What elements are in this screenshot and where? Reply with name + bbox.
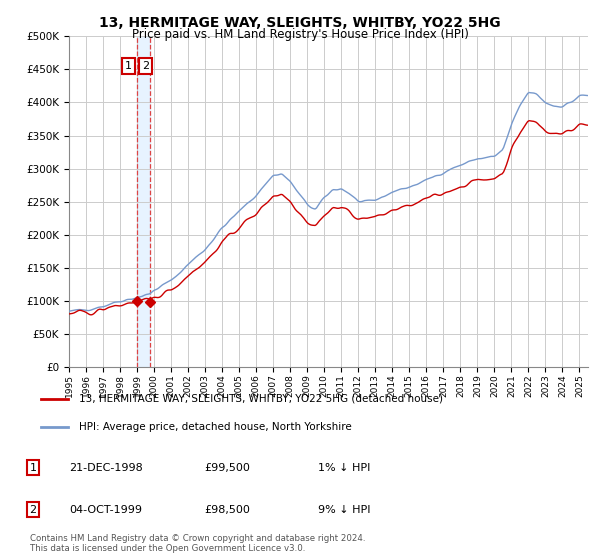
- Text: 1% ↓ HPI: 1% ↓ HPI: [318, 463, 370, 473]
- Text: Price paid vs. HM Land Registry's House Price Index (HPI): Price paid vs. HM Land Registry's House …: [131, 28, 469, 41]
- Text: 1: 1: [125, 61, 132, 71]
- Text: 9% ↓ HPI: 9% ↓ HPI: [318, 505, 371, 515]
- Text: 13, HERMITAGE WAY, SLEIGHTS, WHITBY, YO22 5HG: 13, HERMITAGE WAY, SLEIGHTS, WHITBY, YO2…: [99, 16, 501, 30]
- Text: £99,500: £99,500: [204, 463, 250, 473]
- Bar: [137, 36, 150, 367]
- Text: 2: 2: [29, 505, 37, 515]
- Text: 04-OCT-1999: 04-OCT-1999: [69, 505, 142, 515]
- Text: 2: 2: [142, 61, 149, 71]
- Text: Contains HM Land Registry data © Crown copyright and database right 2024.
This d: Contains HM Land Registry data © Crown c…: [30, 534, 365, 553]
- Text: HPI: Average price, detached house, North Yorkshire: HPI: Average price, detached house, Nort…: [79, 422, 352, 432]
- Text: £98,500: £98,500: [204, 505, 250, 515]
- Text: 13, HERMITAGE WAY, SLEIGHTS, WHITBY, YO22 5HG (detached house): 13, HERMITAGE WAY, SLEIGHTS, WHITBY, YO2…: [79, 394, 443, 404]
- Text: 1: 1: [29, 463, 37, 473]
- Text: 21-DEC-1998: 21-DEC-1998: [69, 463, 143, 473]
